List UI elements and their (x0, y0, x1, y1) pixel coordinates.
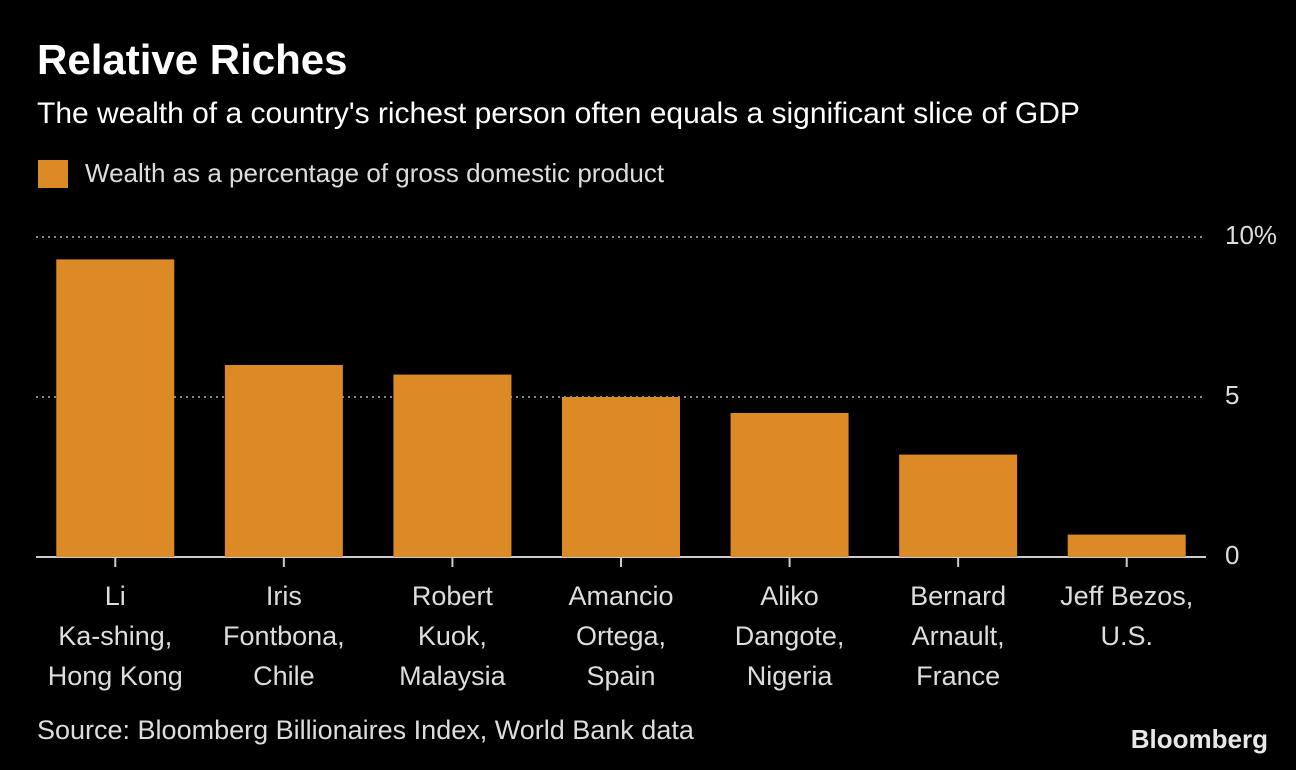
legend-label: Wealth as a percentage of gross domestic… (85, 158, 665, 188)
x-tick-label: Iris (266, 581, 302, 611)
bar (1067, 534, 1186, 557)
bar (730, 413, 849, 557)
bar (899, 454, 1018, 557)
x-tick-label: Amancio (568, 581, 673, 611)
bar (224, 365, 343, 557)
x-tick-label: Nigeria (747, 661, 834, 691)
x-tick-label: Ortega, (576, 621, 666, 651)
x-tick-label: Li (105, 581, 126, 611)
x-tick-label: Jeff Bezos, (1060, 581, 1193, 611)
x-tick-label: Malaysia (399, 661, 507, 691)
y-tick-label: 0 (1225, 540, 1239, 570)
chart-subtitle: The wealth of a country's richest person… (37, 97, 1080, 130)
bar (56, 259, 175, 557)
source: Source: Bloomberg Billionaires Index, Wo… (37, 715, 695, 745)
x-tick-label: Hong Kong (48, 661, 183, 691)
x-tick-label: Ka-shing, (58, 621, 172, 651)
x-tick-label: Robert (412, 581, 494, 611)
x-tick-label: Arnault, (912, 621, 1005, 651)
x-tick-label: Chile (253, 661, 315, 691)
y-tick-label: 5 (1225, 380, 1239, 410)
x-tick-label: Dangote, (735, 621, 845, 651)
legend-swatch (38, 160, 68, 188)
x-tick-label: U.S. (1100, 621, 1153, 651)
x-tick-label: Spain (586, 661, 655, 691)
x-tick-label: Aliko (760, 581, 819, 611)
x-tick-label: France (916, 661, 1000, 691)
x-tick-label: Fontbona, (223, 621, 345, 651)
brand: Bloomberg (1131, 724, 1268, 754)
x-tick-label: Kuok, (418, 621, 487, 651)
bar (562, 397, 680, 557)
chart-title: Relative Riches (37, 36, 348, 83)
x-tick-label: Bernard (910, 581, 1006, 611)
y-tick-label: 10% (1225, 220, 1277, 250)
bar (393, 374, 512, 557)
